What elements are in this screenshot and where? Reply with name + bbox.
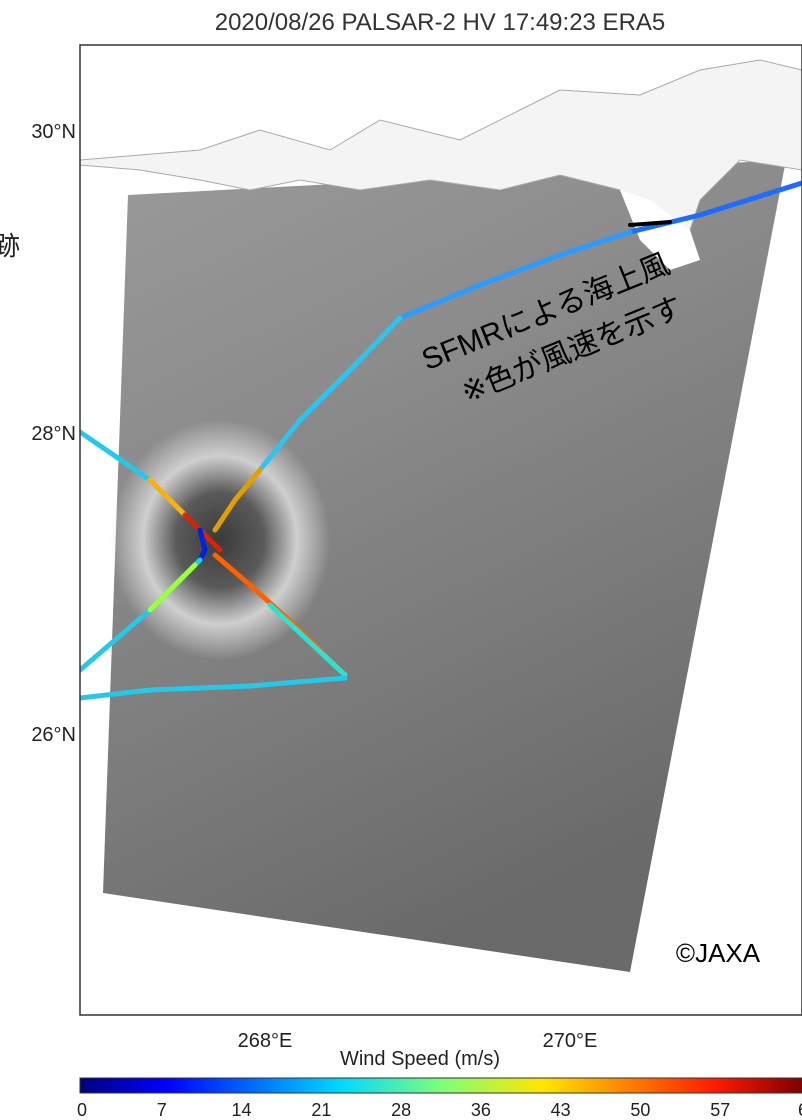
- side-text: 跡: [0, 231, 20, 261]
- title: 2020/08/26 PALSAR-2 HV 17:49:23 ERA5: [215, 9, 666, 36]
- lat-label: 26°N: [31, 724, 76, 746]
- lat-label: 28°N: [31, 423, 76, 445]
- colorbar-tick-label: 0: [77, 1100, 87, 1120]
- colorbar-tick-label: 28: [391, 1100, 411, 1120]
- colorbar-tick-label: 7: [157, 1100, 167, 1120]
- colorbar-tick-label: 43: [551, 1100, 571, 1120]
- city-lights: [620, 190, 700, 270]
- colorbar-tick-label: 14: [232, 1100, 252, 1120]
- colorbar-label: Wind Speed (m/s): [340, 1048, 500, 1070]
- sar-swath: [103, 160, 786, 972]
- credit: ©JAXA: [676, 938, 761, 968]
- map-area: SFMRによる海上風 ※色が風速を示す ©JAXA: [80, 45, 802, 1015]
- lon-label: 268°E: [238, 1030, 293, 1052]
- colorbar-tick-label: 36: [471, 1100, 491, 1120]
- colorbar: [79, 1077, 802, 1094]
- coastline: [80, 59, 802, 241]
- colorbar-tick-label: 64: [798, 1100, 802, 1120]
- colorbar-ticks: 0 7 14 21 28 36 43 50 57 64: [77, 1100, 802, 1120]
- colorbar-tick-label: 57: [710, 1100, 730, 1120]
- lon-label: 270°E: [543, 1030, 598, 1052]
- lat-label: 30°N: [31, 121, 76, 143]
- sfmr-track: [80, 180, 802, 701]
- colorbar-tick-label: 50: [630, 1100, 650, 1120]
- storm-eye: [110, 420, 330, 660]
- colorbar-tick-label: 21: [311, 1100, 331, 1120]
- map-frame: [79, 44, 802, 1016]
